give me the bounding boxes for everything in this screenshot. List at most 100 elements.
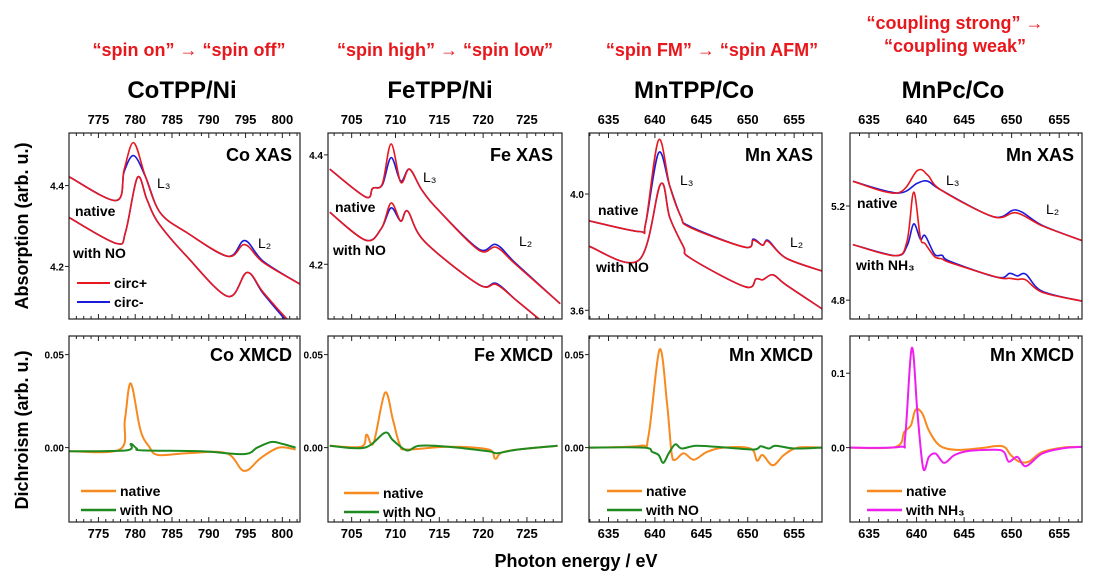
panel-label: Mn XAS [745, 145, 813, 165]
x-tick-label: 800 [271, 112, 293, 127]
edge-label: L₃ [680, 172, 694, 188]
panel-label: Co XMCD [210, 345, 292, 365]
xas-panel: 705 710 715 720 725 4.2 4.4 native with NO L₃ L₂ Fe… [309, 112, 563, 320]
legend-label: circ+ [114, 275, 147, 291]
curves [850, 346, 1082, 472]
x-tick-label: 785 [161, 526, 183, 541]
circ-plus-curve [329, 143, 561, 305]
x-tick-label: 720 [472, 526, 494, 541]
x-tick-label: 655 [1048, 526, 1070, 541]
y-tick-label: 0.0 [831, 444, 845, 455]
xas-panel: 775 780 785 790 795 800 4.2 4.4 native with NO L₃ L… [50, 112, 301, 320]
x-tick-label: 725 [516, 526, 538, 541]
x-tick-label: 790 [198, 112, 220, 127]
plot-frame [68, 335, 301, 523]
y-tick-label: 4.2 [50, 262, 64, 273]
x-tick-label: 645 [953, 112, 975, 127]
plot-frame [588, 132, 823, 320]
panel-label: Co XAS [226, 145, 292, 165]
x-tick-label: 800 [271, 526, 293, 541]
x-tick-label: 640 [906, 526, 928, 541]
x-axis-label: Photon energy / eV [494, 551, 657, 571]
x-tick-label: 705 [341, 526, 363, 541]
panel-label: Fe XAS [490, 145, 553, 165]
curves [852, 168, 1082, 302]
y-tick-label: 0.1 [831, 369, 845, 380]
circ-plus-curve [329, 202, 541, 319]
column-title: FeTPP/Ni [387, 77, 492, 104]
x-tick-label: 780 [124, 526, 146, 541]
xmcd-panel: 705 710 715 720 725 0.00 0.05 native with NO Fe X… [304, 335, 563, 541]
x-tick-label: 725 [516, 112, 538, 127]
legend-label: native [120, 483, 161, 499]
panel-label: Mn XAS [1006, 145, 1074, 165]
x-tick-label: 775 [88, 112, 110, 127]
spectrum-label: with NO [332, 242, 386, 258]
xmcd-panel: 775 780 785 790 795 800 0.00 0.05 native with NO C… [45, 335, 301, 541]
spectrum-label: native [857, 195, 898, 211]
x-tick-label: 640 [644, 112, 666, 127]
edge-label: L₂ [1046, 201, 1059, 217]
y-tick-label: 0.00 [304, 444, 324, 455]
curves [329, 143, 561, 319]
x-tick-label: 720 [472, 112, 494, 127]
x-tick-label: 655 [1048, 112, 1070, 127]
x-tick-label: 780 [124, 112, 146, 127]
circ-plus-curve [69, 175, 289, 319]
panel-label: Mn XMCD [990, 345, 1074, 365]
x-tick-label: 650 [737, 526, 759, 541]
y-tick-label: 4.2 [309, 260, 323, 271]
y-tick-label: 0.05 [565, 351, 585, 362]
y-tick-label: 4.8 [831, 296, 845, 307]
spectrum-label: native [75, 203, 116, 219]
curves [589, 138, 822, 310]
edge-label: L₃ [423, 169, 437, 185]
curves [69, 382, 296, 472]
legend-label: native [646, 483, 687, 499]
xas-panel: 635 640 645 650 655 4.8 5.2 native with NH₃ L₃ L₂ M… [831, 112, 1083, 320]
edge-label: L₃ [946, 172, 960, 188]
xmcd-panel: 635 640 645 650 655 0.0 0.1 native with NH₃ Mn XM… [831, 335, 1083, 541]
plot-frame [588, 335, 823, 523]
x-tick-label: 775 [88, 526, 110, 541]
x-tick-label: 710 [385, 112, 407, 127]
panel-label: Mn XMCD [729, 345, 813, 365]
x-tick-label: 635 [858, 526, 880, 541]
circ-minus-curve [69, 154, 300, 285]
legend-label: circ- [114, 294, 144, 310]
circ-plus-curve [589, 182, 822, 310]
column-title: MnPc/Co [902, 77, 1005, 104]
y-tick-label: 5.2 [831, 202, 845, 213]
x-tick-label: 715 [428, 526, 450, 541]
plot-frame [68, 132, 301, 320]
column-title: CoTPP/Ni [127, 77, 236, 104]
xmcd-curve [589, 443, 822, 464]
x-tick-label: 790 [198, 526, 220, 541]
xmcd-panel: 635 640 645 650 655 0.00 0.05 native with NO Mn X… [565, 335, 823, 541]
spectrum-label: with NH₃ [855, 257, 915, 273]
y-tick-label: 4.4 [50, 182, 64, 193]
panel-label: Fe XMCD [474, 345, 553, 365]
legend-label: with NO [382, 504, 436, 520]
x-tick-label: 655 [783, 526, 805, 541]
annotation-text: “coupling strong” → [867, 13, 1044, 33]
x-tick-label: 645 [690, 112, 712, 127]
circ-minus-curve [329, 156, 561, 305]
x-tick-label: 635 [858, 112, 880, 127]
y-tick-label: 4.0 [570, 190, 584, 201]
y-tick-label: 4.4 [309, 151, 323, 162]
xmcd-curve [69, 440, 296, 456]
x-tick-label: 635 [598, 112, 620, 127]
spectrum-label: with NO [595, 259, 649, 275]
y-tick-label: 0.05 [304, 351, 324, 362]
plot-frame [327, 132, 563, 320]
x-tick-label: 795 [235, 526, 257, 541]
column-title: MnTPP/Co [634, 77, 754, 104]
annotation-text: “spin high” → “spin low” [337, 40, 553, 60]
edge-label: L₂ [519, 233, 532, 249]
x-tick-label: 705 [341, 112, 363, 127]
edge-label: L₃ [157, 175, 171, 191]
annotation-text: “coupling weak” [884, 36, 1026, 56]
y-axis-label-absorption: Absorption (arb. u.) [12, 143, 32, 310]
